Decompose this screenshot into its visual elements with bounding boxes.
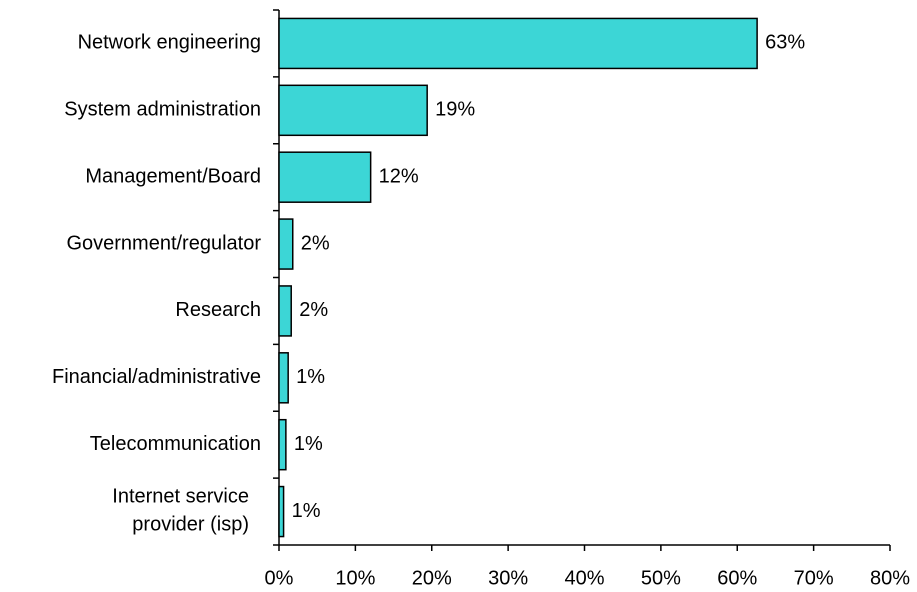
x-tick-label: 40% [564, 567, 604, 589]
bar [278, 151, 372, 203]
value-label: 12% [379, 165, 419, 187]
value-label: 1% [294, 433, 323, 455]
bar [278, 352, 289, 404]
y-tick-label: System administration [64, 99, 261, 121]
x-tick-label: 60% [717, 567, 757, 589]
x-tick-label: 0% [265, 567, 294, 589]
bar [278, 17, 758, 70]
y-tick-label: Research [175, 299, 261, 321]
y-tick-label: Financial/administrative [52, 366, 261, 388]
value-label: 1% [292, 500, 321, 522]
bar [278, 218, 294, 270]
y-tick-label: Network engineering [78, 32, 261, 54]
x-tick-label: 80% [870, 567, 910, 589]
value-label: 1% [296, 366, 325, 388]
bar [278, 285, 292, 337]
value-label: 2% [299, 299, 328, 321]
bar [278, 418, 287, 471]
bar [278, 485, 285, 538]
y-tick-label: Telecommunication [90, 433, 261, 455]
x-tick-label: 30% [488, 567, 528, 589]
y-tick-label: Internet service provider (isp) [112, 486, 249, 536]
value-label: 63% [765, 32, 805, 54]
bar [278, 84, 428, 137]
value-label: 19% [435, 99, 475, 121]
x-tick-label: 50% [641, 567, 681, 589]
value-label: 2% [301, 232, 330, 254]
y-tick-label: Government/regulator [66, 232, 261, 254]
x-tick-label: 70% [794, 567, 834, 589]
x-tick-label: 20% [412, 567, 452, 589]
y-tick-label: Management/Board [85, 165, 261, 187]
x-tick-label: 10% [335, 567, 375, 589]
